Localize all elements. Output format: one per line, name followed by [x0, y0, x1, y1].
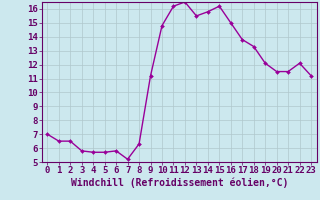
X-axis label: Windchill (Refroidissement éolien,°C): Windchill (Refroidissement éolien,°C): [70, 178, 288, 188]
